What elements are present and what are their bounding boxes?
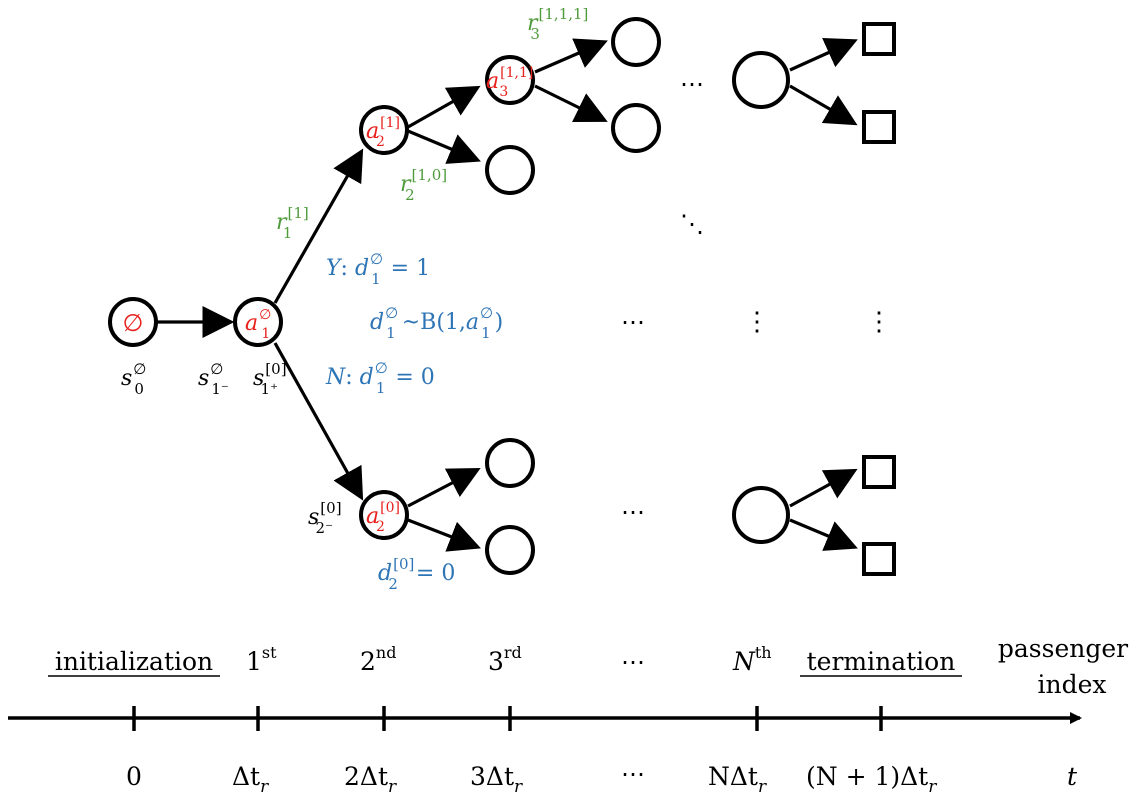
ellipsis-top: ⋯ [680, 70, 704, 98]
terminal-square-3 [862, 455, 896, 489]
time-3: 3Δtr [470, 762, 523, 796]
reward-r2: r[1,0] 2 [400, 166, 447, 204]
edge-a2-0-upper [407, 468, 481, 508]
state-s1-minus: s∅ 1⁻ [198, 360, 229, 398]
passenger-1st: 1st [246, 643, 277, 676]
edge-a2-0-lower [407, 518, 481, 552]
edge-a2-1-to-a3-11 [407, 85, 481, 129]
edge-a3-11-upper [534, 38, 608, 74]
edge-a1-to-a2-0 [273, 342, 364, 501]
passenger-index-label-1: passenger [998, 634, 1128, 663]
node-a1 [233, 297, 283, 347]
ellipsis-vertical-1: ⋮ [744, 307, 770, 337]
passenger-nth: Nth [732, 643, 772, 676]
node-nth-top [732, 51, 790, 109]
time-2: 2Δtr [344, 762, 397, 796]
reward-r3: r[1,1,1] 3 [527, 5, 588, 43]
edge-top-terminal-upper [789, 37, 858, 72]
initialization-label: initialization [55, 647, 213, 676]
state-s0: s∅ 0 [121, 360, 146, 398]
node-leaf-bottom-1 [485, 438, 535, 488]
time-n-plus-1: (N + 1)Δtr [806, 762, 937, 796]
passenger-axis: initialization 1st 2nd 3rd ⋯ Nth termina… [48, 634, 1128, 699]
passenger-3rd: 3rd [488, 643, 522, 676]
terminal-square-2 [862, 110, 896, 144]
edge-bottom-terminal-lower [789, 518, 858, 551]
time-0: 0 [126, 762, 142, 791]
passenger-dots: ⋯ [621, 648, 645, 676]
node-leaf-bottom-2 [485, 525, 535, 575]
decision-d2: d[0] 2 = 0 [378, 555, 455, 593]
edge-a2-1-to-leaf [407, 129, 481, 164]
root-node [108, 297, 158, 347]
root-label: ∅ [123, 309, 144, 337]
ellipsis-bottom: ⋯ [621, 498, 645, 526]
passenger-2nd: 2nd [360, 643, 396, 676]
time-axis: 0 Δtr 2Δtr 3Δtr ⋯ NΔtr (N + 1)Δtr t [8, 706, 1082, 796]
edge-bottom-terminal-upper [789, 468, 858, 508]
tree-nodes [108, 17, 896, 576]
reward-r1: r[1] 1 [276, 204, 309, 242]
action-a2-0: a[0] 2 [366, 500, 400, 535]
edge-a3-11-lower [534, 84, 608, 123]
decision-no: N: d∅ 1 = 0 [325, 359, 435, 397]
node-a2-1 [359, 105, 409, 155]
terminal-square-4 [862, 542, 896, 576]
node-a2-0 [359, 490, 409, 540]
decision-yes: Y: d∅ 1 = 1 [326, 250, 430, 288]
time-axis-label: t [1067, 762, 1078, 791]
action-a3-11: a[1,1] 3 [486, 65, 533, 100]
ellipsis-diagonal: ⋱ [680, 210, 704, 238]
state-s1-plus: s[0] 1⁺ [253, 360, 287, 398]
ellipsis-vertical-2: ⋮ [866, 307, 892, 337]
node-leaf-top-2 [611, 103, 661, 153]
action-a2-1: a[1] 2 [366, 115, 400, 150]
action-a1: a∅ 1 [245, 307, 271, 342]
time-1: Δtr [232, 762, 269, 796]
edge-a1-to-a2-1 [273, 148, 364, 304]
terminal-square-1 [862, 22, 896, 56]
decision-distribution: d∅ 1 ~B(1,a∅ 1) [370, 304, 503, 342]
time-n: NΔtr [708, 762, 767, 796]
node-a3-11 [485, 55, 535, 105]
time-dots: ⋯ [621, 760, 645, 788]
tree-edges [156, 37, 858, 552]
termination-label: termination [807, 647, 956, 676]
passenger-index-label-2: index [1038, 670, 1107, 699]
state-s2-minus: s[0] 2⁻ [308, 499, 342, 537]
node-nth-bottom [732, 486, 790, 544]
node-leaf-r2 [485, 145, 535, 195]
edge-top-terminal-lower [789, 84, 858, 126]
node-leaf-top-1 [611, 17, 661, 67]
ellipsis-middle: ⋯ [621, 308, 645, 336]
